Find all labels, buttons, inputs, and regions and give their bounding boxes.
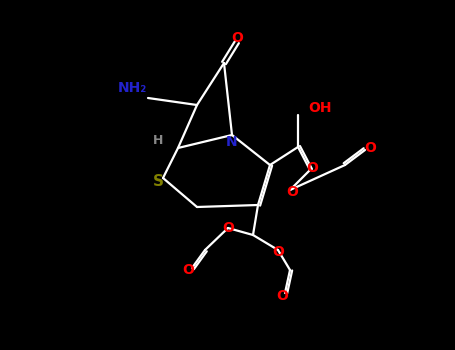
Text: O: O (306, 161, 318, 175)
Text: O: O (286, 185, 298, 199)
Text: O: O (222, 221, 234, 235)
Text: S: S (152, 175, 163, 189)
Text: N: N (226, 135, 238, 149)
Text: H: H (153, 133, 163, 147)
Text: O: O (182, 263, 194, 277)
Text: O: O (364, 141, 376, 155)
Text: NH₂: NH₂ (117, 81, 147, 95)
Text: O: O (276, 289, 288, 303)
Text: O: O (231, 31, 243, 45)
Text: O: O (272, 245, 284, 259)
Text: OH: OH (308, 101, 332, 115)
